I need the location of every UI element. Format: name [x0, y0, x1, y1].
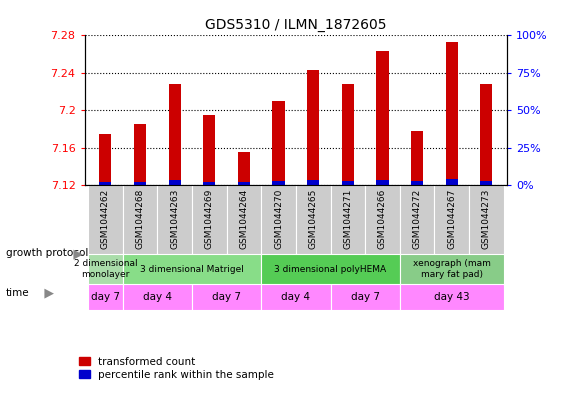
- Bar: [446, 42, 458, 185]
- Bar: [157, 185, 192, 254]
- Bar: [238, 152, 250, 185]
- Bar: [203, 182, 215, 185]
- Text: ▶: ▶: [40, 286, 54, 299]
- Text: growth protocol: growth protocol: [6, 248, 88, 259]
- Text: 2 dimensional
monolayer: 2 dimensional monolayer: [73, 259, 137, 279]
- Bar: [272, 101, 285, 185]
- Text: GSM1044262: GSM1044262: [101, 188, 110, 249]
- Bar: [99, 182, 111, 185]
- Bar: [134, 124, 146, 185]
- Text: GSM1044270: GSM1044270: [274, 188, 283, 249]
- Bar: [400, 254, 504, 284]
- Bar: [411, 131, 423, 185]
- Bar: [480, 84, 493, 185]
- Text: GSM1044272: GSM1044272: [413, 188, 422, 249]
- Text: day 7: day 7: [91, 292, 120, 302]
- Bar: [446, 179, 458, 185]
- Text: GSM1044268: GSM1044268: [135, 188, 145, 249]
- Bar: [411, 181, 423, 185]
- Bar: [307, 70, 319, 185]
- Bar: [342, 84, 354, 185]
- Bar: [122, 254, 261, 284]
- Bar: [88, 185, 122, 254]
- Text: time: time: [6, 288, 30, 298]
- Text: GSM1044265: GSM1044265: [308, 188, 318, 249]
- Bar: [342, 181, 354, 185]
- Title: GDS5310 / ILMN_1872605: GDS5310 / ILMN_1872605: [205, 18, 387, 31]
- Text: day 7: day 7: [212, 292, 241, 302]
- Text: GSM1044267: GSM1044267: [447, 188, 456, 249]
- Bar: [365, 185, 400, 254]
- Bar: [134, 182, 146, 185]
- Text: day 7: day 7: [350, 292, 380, 302]
- Bar: [88, 284, 122, 310]
- Text: GSM1044263: GSM1044263: [170, 188, 179, 249]
- Bar: [99, 134, 111, 185]
- Bar: [377, 51, 388, 185]
- Text: GSM1044269: GSM1044269: [205, 188, 214, 249]
- Bar: [434, 185, 469, 254]
- Bar: [203, 115, 215, 185]
- Bar: [400, 185, 434, 254]
- Text: 3 dimensional Matrigel: 3 dimensional Matrigel: [140, 264, 244, 274]
- Bar: [331, 284, 400, 310]
- Bar: [88, 254, 122, 284]
- Bar: [238, 182, 250, 185]
- Bar: [122, 284, 192, 310]
- Bar: [480, 181, 493, 185]
- Text: GSM1044264: GSM1044264: [240, 188, 248, 249]
- Bar: [272, 181, 285, 185]
- Bar: [261, 254, 400, 284]
- Bar: [377, 180, 388, 185]
- Bar: [168, 180, 181, 185]
- Text: day 4: day 4: [143, 292, 172, 302]
- Bar: [307, 180, 319, 185]
- Text: ▶: ▶: [69, 247, 83, 260]
- Text: GSM1044266: GSM1044266: [378, 188, 387, 249]
- Bar: [227, 185, 261, 254]
- Legend: transformed count, percentile rank within the sample: transformed count, percentile rank withi…: [75, 353, 278, 384]
- Bar: [400, 284, 504, 310]
- Bar: [192, 284, 261, 310]
- Text: GSM1044271: GSM1044271: [343, 188, 352, 249]
- Bar: [261, 185, 296, 254]
- Bar: [122, 185, 157, 254]
- Bar: [469, 185, 504, 254]
- Text: GSM1044273: GSM1044273: [482, 188, 491, 249]
- Bar: [192, 185, 227, 254]
- Text: 3 dimensional polyHEMA: 3 dimensional polyHEMA: [275, 264, 387, 274]
- Bar: [261, 284, 331, 310]
- Bar: [331, 185, 365, 254]
- Bar: [168, 84, 181, 185]
- Text: day 4: day 4: [282, 292, 310, 302]
- Text: day 43: day 43: [434, 292, 469, 302]
- Text: xenograph (mam
mary fat pad): xenograph (mam mary fat pad): [413, 259, 491, 279]
- Bar: [296, 185, 331, 254]
